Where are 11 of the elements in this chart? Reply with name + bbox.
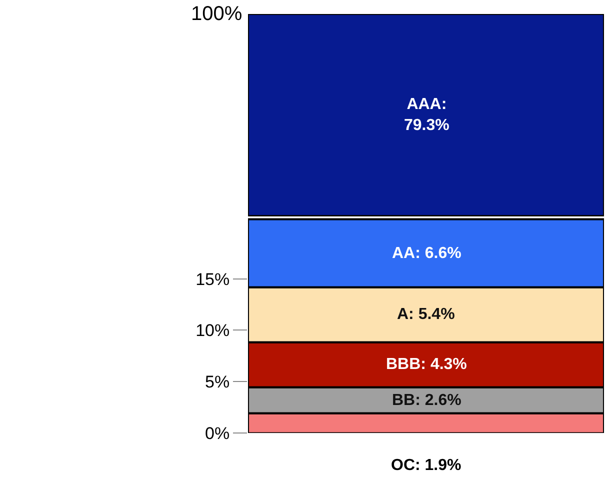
y-tick-label: 5% bbox=[205, 372, 230, 392]
data-label: A: 5.4% bbox=[397, 306, 455, 323]
data-label: OC: 1.9% bbox=[391, 457, 462, 474]
data-label: BB: 2.6% bbox=[392, 392, 462, 409]
y-tick-label: 10% bbox=[196, 321, 230, 340]
text: 100% bbox=[191, 3, 242, 25]
data-label: AAA: 79.3% bbox=[404, 96, 450, 134]
y-tick-label: 15% bbox=[196, 270, 230, 289]
y-tick-label: 0% bbox=[205, 424, 230, 443]
data-label: BBB: 4.3% bbox=[386, 356, 467, 373]
data-label: AA: 6.6% bbox=[392, 245, 462, 262]
